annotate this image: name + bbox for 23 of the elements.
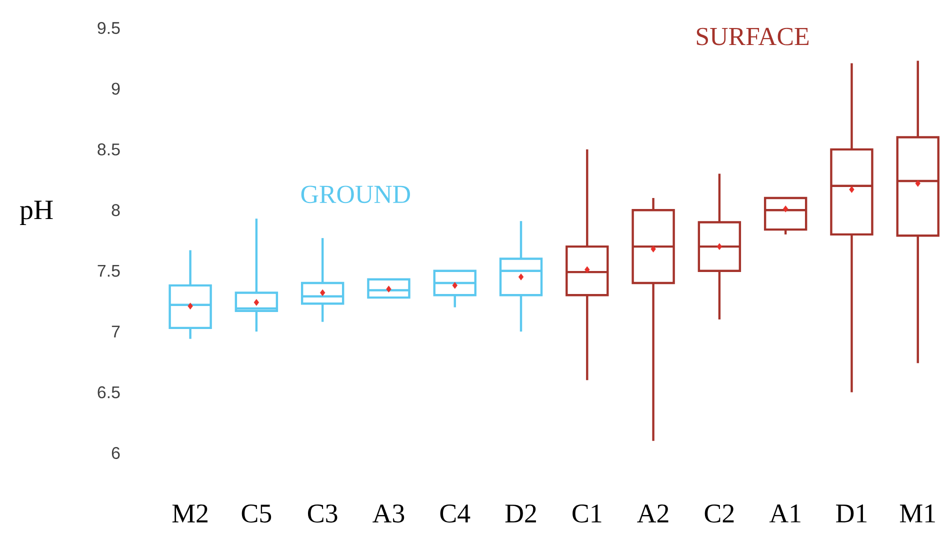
x-tick-label: C5 <box>242 504 272 523</box>
x-tick-label: M2 <box>172 504 208 522</box>
x-tick-label: A1 <box>769 504 800 522</box>
text: GROUND <box>301 186 410 204</box>
x-tick-label: C3 <box>308 504 338 523</box>
x-tick-label: C2 <box>704 504 734 523</box>
y-tick-label: 9.5 <box>98 22 120 34</box>
x-tick-label: D2 <box>505 504 536 522</box>
x-tick-label: C1 <box>572 504 602 523</box>
y-tick-label: 7.5 <box>98 264 120 277</box>
x-tick-label: A3 <box>372 504 404 523</box>
x-tick-label: D1 <box>836 504 867 522</box>
y-tick-label: 6.5 <box>98 386 120 398</box>
y-tick-label: 7 <box>112 326 120 338</box>
y-tick-label: 8 <box>112 204 120 216</box>
y-axis-title: pH <box>20 200 53 225</box>
y-tick-label: 6 <box>112 447 120 459</box>
x-tick-label: A2 <box>637 504 668 522</box>
y-tick-label: 8.5 <box>98 143 120 156</box>
x-tick-label: C4 <box>440 504 470 523</box>
y-tick-label: 9 <box>112 82 120 95</box>
text: SURFACE <box>696 28 809 46</box>
x-tick-label: M1 <box>900 504 935 522</box>
